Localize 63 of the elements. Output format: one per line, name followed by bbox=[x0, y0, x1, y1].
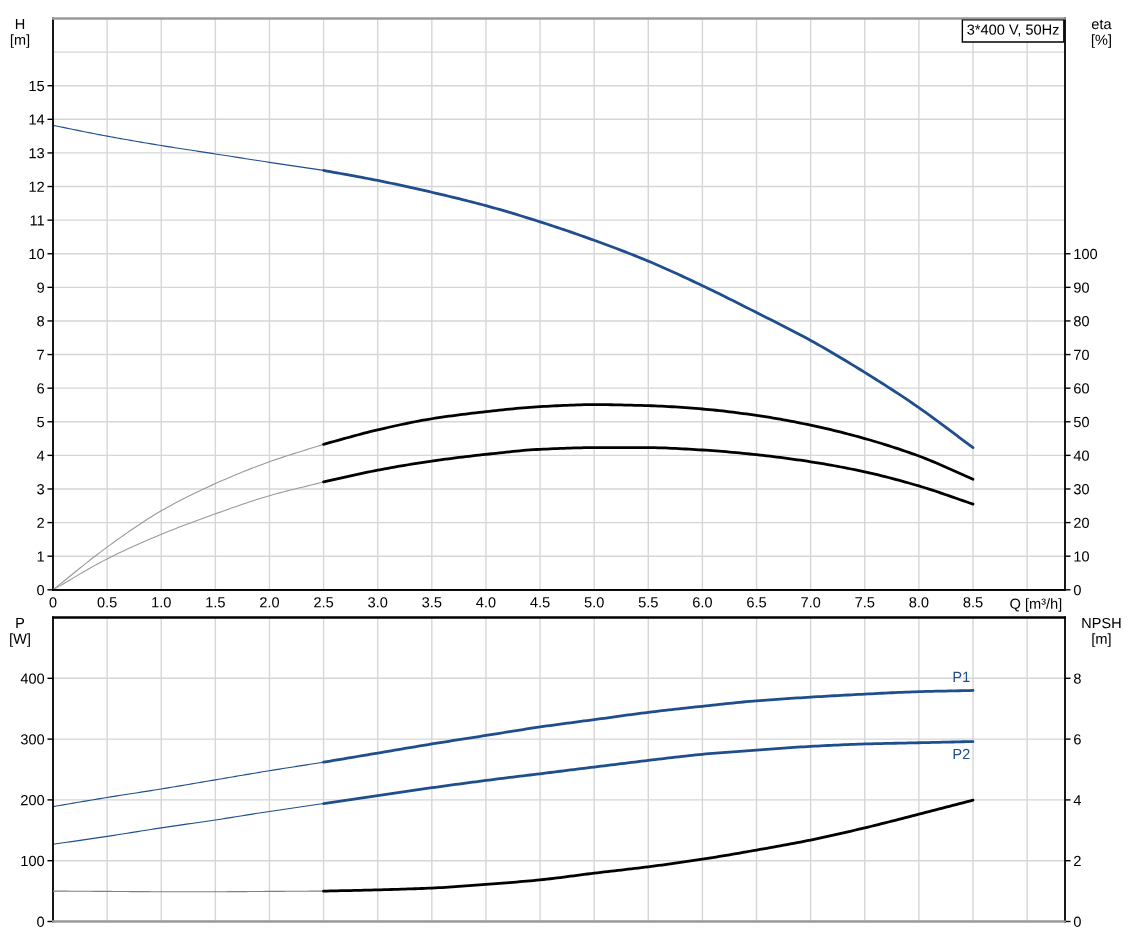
x-tick-label: 0 bbox=[49, 597, 57, 608]
y2-tick-label: 30 bbox=[1073, 484, 1089, 495]
y2-tick-label: 50 bbox=[1073, 416, 1089, 428]
y-tick-label: 4 bbox=[36, 450, 45, 461]
x-tick-label: 3.0 bbox=[368, 597, 388, 608]
x-tick-label: 6.0 bbox=[693, 597, 712, 608]
y2-tick-label: 2 bbox=[1074, 855, 1081, 866]
y-axis-title: P [W] bbox=[10, 618, 30, 647]
y-tick-label: 5 bbox=[37, 417, 45, 428]
y2-tick-label: 60 bbox=[1074, 383, 1089, 394]
y-axis-title: H [m] bbox=[10, 19, 30, 48]
x-tick-label: 1.5 bbox=[206, 597, 225, 608]
x-tick-label: 5.0 bbox=[584, 597, 604, 608]
y2-axis-title: NPSH [m] bbox=[1082, 617, 1121, 647]
y2-tick-label: 80 bbox=[1073, 316, 1089, 327]
y2-tick-label: 40 bbox=[1073, 450, 1089, 461]
y2-tick-label: 0 bbox=[1073, 916, 1081, 927]
y-tick-label: 10 bbox=[29, 248, 45, 260]
y-tick-label: 13 bbox=[29, 148, 45, 159]
x-tick-label: 5.5 bbox=[638, 597, 658, 608]
series-label: P1 bbox=[953, 671, 970, 682]
y2-tick-label: 6 bbox=[1074, 734, 1081, 745]
y-tick-label: 11 bbox=[30, 215, 44, 226]
y-tick-label: 6 bbox=[37, 383, 45, 394]
x-tick-label: 3.5 bbox=[422, 597, 442, 608]
y-tick-label: 15 bbox=[29, 80, 45, 92]
x-tick-label: 2.0 bbox=[260, 597, 280, 608]
x-tick-label: 4.5 bbox=[530, 597, 550, 608]
x-tick-label: 4.0 bbox=[476, 597, 496, 608]
y2-tick-label: 90 bbox=[1074, 282, 1089, 293]
x-tick-label: 0.5 bbox=[97, 597, 117, 608]
y-tick-label: 1 bbox=[37, 551, 44, 562]
y2-tick-label: 8 bbox=[1073, 673, 1081, 684]
x-tick-label: 8.5 bbox=[963, 597, 983, 608]
x-axis-title: Q [m³/h] bbox=[1010, 598, 1062, 612]
y2-tick-label: 100 bbox=[1074, 248, 1098, 260]
y-tick-label: 8 bbox=[37, 316, 45, 327]
y2-axis-title: eta [%] bbox=[1091, 19, 1112, 48]
x-tick-label: 2.5 bbox=[314, 597, 334, 608]
y-tick-label: 0 bbox=[37, 584, 45, 596]
y2-tick-label: 20 bbox=[1074, 517, 1089, 529]
y2-tick-label: 10 bbox=[1074, 551, 1089, 562]
y-tick-label: 200 bbox=[21, 795, 45, 806]
x-tick-label: 6.5 bbox=[747, 597, 767, 608]
y-tick-label: 2 bbox=[37, 517, 44, 528]
annotation: 3*400 V, 50Hz bbox=[967, 24, 1059, 37]
y-tick-label: 400 bbox=[20, 673, 45, 684]
y-tick-label: 300 bbox=[20, 734, 45, 745]
y2-tick-label: 4 bbox=[1073, 795, 1082, 806]
y-tick-label: 14 bbox=[29, 114, 45, 125]
y-tick-label: 12 bbox=[29, 181, 44, 192]
y-tick-label: 100 bbox=[21, 855, 45, 867]
x-tick-label: 7.5 bbox=[855, 597, 875, 608]
y-tick-label: 0 bbox=[37, 916, 45, 927]
y2-tick-label: 0 bbox=[1073, 584, 1081, 596]
x-tick-label: 7.0 bbox=[801, 597, 821, 608]
series-label: P2 bbox=[953, 748, 970, 760]
x-tick-label: 8.0 bbox=[909, 597, 929, 608]
y-tick-label: 9 bbox=[37, 282, 44, 293]
x-tick-label: 1.0 bbox=[152, 597, 171, 608]
y-tick-label: 7 bbox=[37, 349, 44, 360]
y-tick-label: 3 bbox=[37, 484, 45, 495]
y2-tick-label: 70 bbox=[1074, 349, 1089, 360]
